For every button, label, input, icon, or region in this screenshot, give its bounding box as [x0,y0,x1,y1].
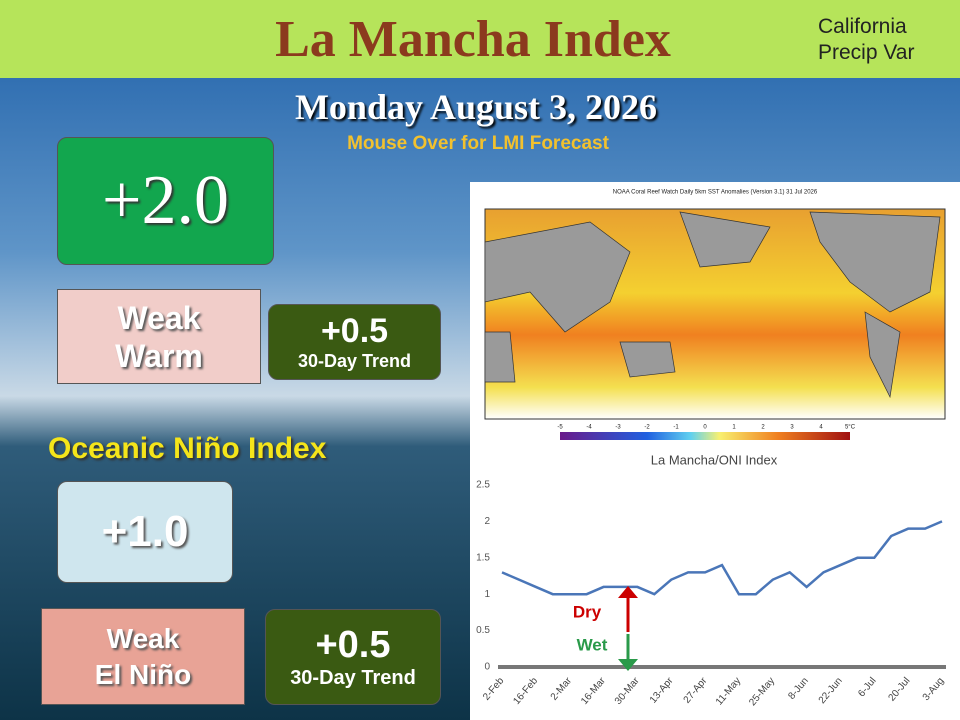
lmi-category: Weak [117,299,201,336]
lmi-trend-label: 30-Day Trend [297,351,412,371]
colorbar-label: -4 [586,425,592,431]
colorbar-label: 2 [761,425,765,431]
date: Monday August 3, 2026 [294,87,658,127]
colorbar-label: -5 [557,425,563,431]
y-tick-label: 2 [484,516,490,527]
page-title: La Mancha Index [275,11,671,68]
wet-label: Wet [577,635,608,654]
subtitle[interactable]: Mouse Over for LMI Forecast [347,133,609,154]
y-tick-label: 0.5 [476,625,490,636]
oni-trend-label: 30-Day Trend [290,667,416,689]
oni-category-box: Weak El Niño [41,608,245,705]
chart-background [470,446,960,720]
link-line[interactable]: California [818,15,907,38]
link-line[interactable]: Precip Var [818,41,915,64]
colorbar-label: 1 [732,425,736,431]
map-land [484,211,941,399]
line-series [501,520,943,596]
lmi-trend-box: +0.5 30-Day Trend [268,304,441,380]
oni-trend: +0.5 [315,624,391,666]
lmi-trend: +0.5 [320,312,389,350]
y-tick-label: 1 [484,589,490,600]
map-colorbar [560,432,850,440]
dry-label: Dry [573,602,602,621]
chart-title: La Mancha/ONI Index [651,452,778,467]
y-tick-label: 1.5 [476,552,490,563]
colorbar-label: 4 [819,425,823,431]
colorbar-label: -2 [644,425,650,431]
lmi-value-box: +2.0 [57,137,274,265]
oni-trend-box: +0.5 30-Day Trend [265,609,441,705]
colorbar-label: 5°C [845,425,856,431]
sst-map: NOAA Coral Reef Watch Daily 5km SST Anom… [470,182,960,446]
precip-link[interactable]: California Precip Var [818,14,914,66]
map-title: NOAA Coral Reef Watch Daily 5km SST Anom… [613,190,818,196]
colorbar-label: 0 [703,425,707,431]
oni-value-box: +1.0 [57,481,233,583]
oni-title: Oceanic Niño Index [48,432,327,465]
wet-arrow-head [618,659,638,671]
oni-category: Weak [106,622,180,654]
oni-value: +1.0 [101,507,189,556]
lmi-category: Warm [115,337,203,374]
colorbar-label: 3 [790,425,794,431]
dry-arrow-head [618,586,638,598]
oni-category: El Niño [94,658,192,690]
lmi-category-box: Weak Warm [57,289,261,384]
lmi-value: +2.0 [102,162,229,239]
colorbar-label: -1 [673,425,679,431]
line-chart: La Mancha/ONI Index 00.511.522.52-Feb 16-… [470,446,960,720]
colorbar-label: -3 [615,425,621,431]
y-tick-label: 0 [484,662,490,673]
top-band [0,0,960,78]
y-tick-label: 2.5 [476,480,490,491]
